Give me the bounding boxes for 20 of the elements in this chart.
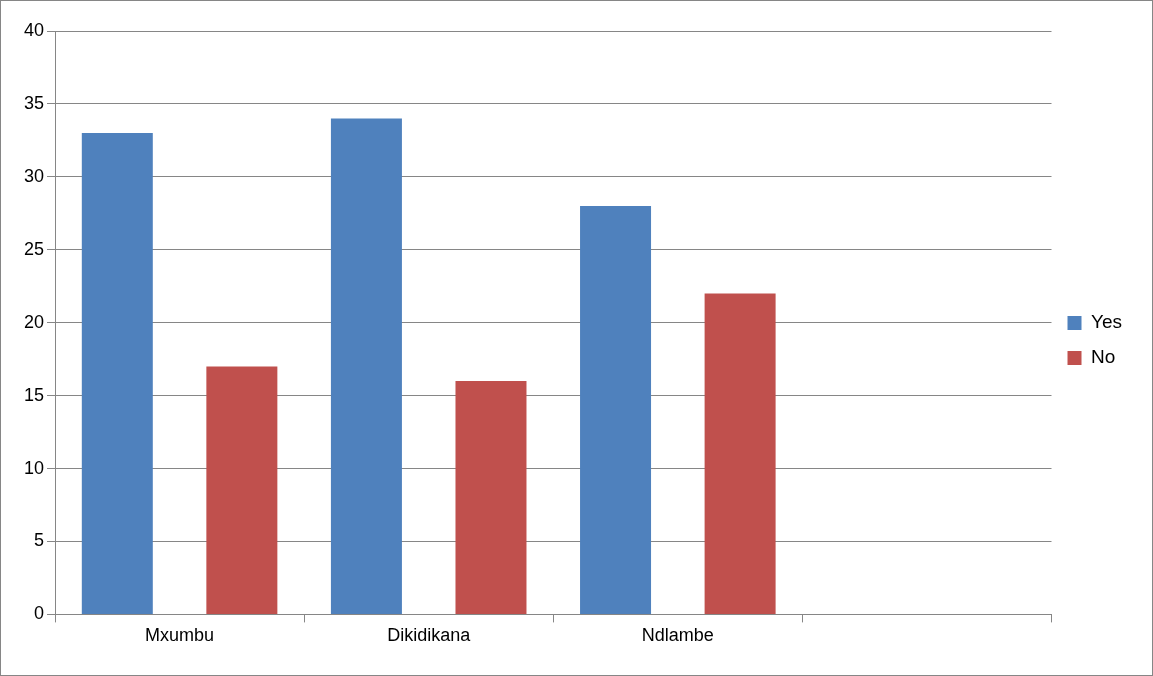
bar (455, 381, 527, 614)
y-tick-label: 40 (23, 19, 45, 40)
y-tick-label: 15 (23, 384, 45, 405)
bar (704, 293, 776, 614)
bar (206, 366, 278, 614)
x-tick-label: Mxumbu (145, 625, 215, 646)
y-tick-label: 35 (23, 92, 45, 113)
y-tick-label: 25 (23, 238, 45, 259)
bar (330, 118, 402, 614)
y-tick-label: 30 (23, 165, 45, 186)
legend-label: No (1091, 346, 1116, 368)
legend-label: Yes (1091, 311, 1122, 333)
x-tick-label: Ndlambe (641, 625, 714, 646)
bar (580, 206, 652, 614)
y-tick-label: 0 (34, 603, 45, 624)
y-tick-label: 5 (34, 530, 45, 551)
y-tick-label: 20 (23, 311, 45, 332)
bar (81, 133, 153, 614)
y-tick-label: 10 (23, 457, 45, 478)
x-tick-label: Dikidikana (387, 625, 472, 646)
